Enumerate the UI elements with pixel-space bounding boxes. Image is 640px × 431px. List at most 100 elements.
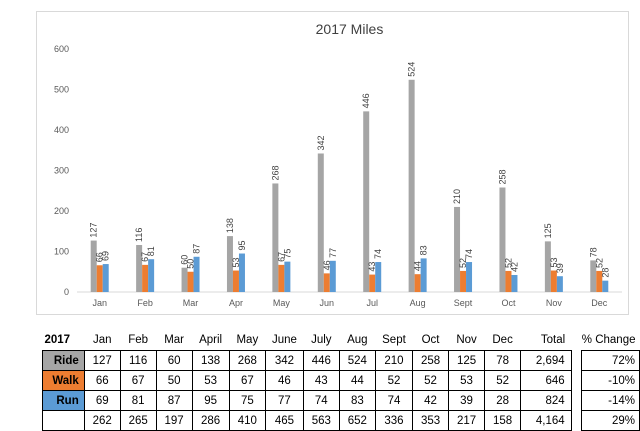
chart-title: 2017 Miles [316,21,384,37]
data-label: 87 [192,244,202,254]
spacer [571,330,582,351]
y-tick-label: 600 [54,44,69,54]
table-cell: 410 [228,410,267,431]
table-cell: 258 [412,350,450,371]
y-tick-label: 100 [54,247,69,257]
x-tick-label: Jan [92,298,107,308]
data-label: 50 [186,259,196,269]
month-header: Feb [128,334,149,346]
data-label: 127 [89,223,99,238]
month-header: July [311,334,332,346]
month-header: Sept [382,334,406,346]
table-cell: 197 [155,410,193,431]
table-row: Ride 127 116 60 138 268 342 446 524 210 258 125 78 2,… [42,350,640,371]
table-cell: 95 [191,390,230,411]
row-total: 4,164 [520,410,572,431]
bar-ride [408,79,415,292]
table-cell: 83 [338,390,376,411]
table-cell: 262 [83,410,121,431]
data-label: 52 [594,258,604,268]
bar-ride [317,153,324,292]
data-label: 524 [407,62,417,77]
data-label: 67 [140,252,150,262]
data-label: 342 [316,135,326,150]
y-tick-label: 200 [54,206,69,216]
table-cell: 74 [302,390,340,411]
table-cell: 286 [191,410,230,431]
y-tick-label: 500 [54,85,69,95]
row-label: Ride [42,350,85,371]
data-label: 125 [543,223,553,238]
month-header: May [236,334,259,346]
bar-walk [505,270,512,292]
bar-run [238,253,245,292]
bar-run [602,280,609,292]
table-cell: 52 [484,370,522,391]
pct-header: % Change [581,334,636,346]
data-label: 66 [95,252,105,262]
data-label: 43 [367,262,377,272]
row-label: Walk [42,370,85,391]
chart-area: 2017 Miles 0 100 200 300 400 500 600 127 66 69 Jan 1… [36,11,629,315]
data-label: 75 [282,249,292,259]
row-total: 2,694 [520,350,572,371]
x-tick-label: Jun [320,298,335,308]
month-header: Mar [164,334,185,346]
table-cell: 60 [155,350,193,371]
table-cell: 652 [338,410,376,431]
bar-ride [226,236,233,292]
table-cell: 125 [448,350,486,371]
data-label: 81 [146,246,156,256]
table-cell: 43 [302,370,340,391]
table-cell: 127 [83,350,121,371]
year-label: 2017 [44,334,71,346]
data-label: 258 [497,169,507,184]
bar-run [420,258,427,292]
bar-walk [460,270,467,292]
table-cell: 78 [484,350,522,371]
table-cell: 336 [374,410,414,431]
table-cell: 81 [119,390,157,411]
table-cell: 74 [374,390,414,411]
bar-run [466,262,473,292]
y-tick-label: 400 [54,125,69,135]
bar-ride [544,241,551,292]
row-pct-change: -14% [581,390,640,411]
month-header: Nov [456,334,477,346]
month-header: Dec [492,334,513,346]
data-label: 268 [270,165,280,180]
bar-ride [499,187,506,292]
table-cell: 87 [155,390,193,411]
x-tick-label: May [273,298,291,308]
x-tick-label: Apr [229,298,243,308]
y-tick-label: 300 [54,166,69,176]
bar-run [284,261,291,292]
row-total: 824 [520,390,572,411]
x-tick-label: Nov [546,298,563,308]
table-row: Run 69 81 87 95 75 77 74 83 74 42 39 28 824 -14% [42,390,640,411]
bar-run [102,264,109,292]
table-cell: 138 [191,350,230,371]
bar-run [511,274,518,292]
table-cell: 39 [448,390,486,411]
bar-walk [278,264,285,292]
x-tick-label: Feb [137,298,153,308]
bar-ride [90,240,97,292]
spacer [571,351,582,371]
x-tick-label: Sept [454,298,473,308]
table-cell: 66 [83,370,121,391]
table-cell: 265 [119,410,157,431]
table-cell: 268 [228,350,267,371]
data-label: 74 [373,249,383,259]
data-label: 60 [180,255,190,265]
bar-walk [550,270,557,292]
table-header-row: 2017 Jan Feb Mar April May June July Aug Sept Oct N… [43,330,640,351]
x-tick-label: Mar [183,298,199,308]
data-label: 52 [503,258,513,268]
y-tick-label: 0 [64,287,69,297]
bar-run [329,260,336,292]
bar-ride [363,111,370,293]
data-label: 39 [555,263,565,273]
row-label [42,410,85,431]
